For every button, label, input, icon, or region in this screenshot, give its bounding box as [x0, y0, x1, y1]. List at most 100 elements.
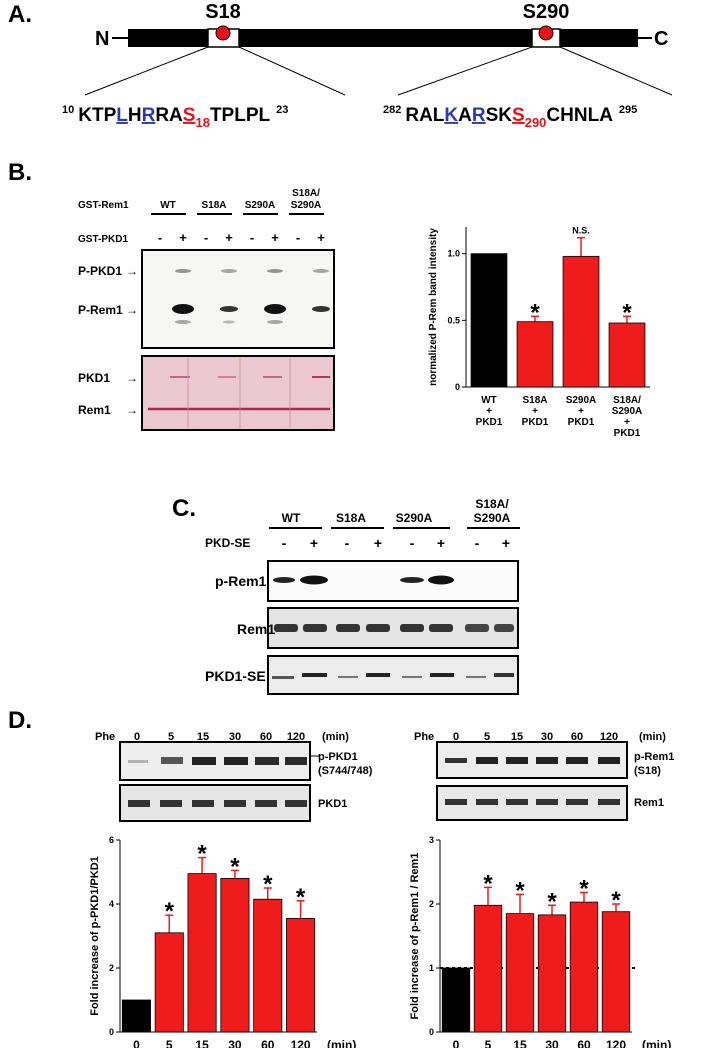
significance-marker: * [579, 875, 589, 902]
p-pkd1-label: P-PKD1 [78, 264, 122, 278]
p-rem1-fold-chart: 0 1 2 3 Fold increase of p-Rem1 / Rem1 0 * 5 * 15… [409, 835, 671, 1048]
group-label-s18a: S18A [201, 200, 226, 211]
zoom-line [238, 46, 346, 96]
x-axis-label: (min) [642, 1038, 671, 1048]
y-tick-label: 2 [109, 963, 114, 973]
pkd-se-label: PKD-SE [205, 536, 250, 550]
y-axis-label: Fold increase of p-Rem1 / Rem1 [409, 853, 421, 1020]
pkd1-label: PKD1 [318, 798, 347, 810]
arrow-icon: → [126, 403, 138, 417]
p-pkd1-bands [175, 269, 329, 273]
time-label: 120 [287, 731, 305, 743]
x-tick-label: 0 [133, 1038, 140, 1048]
panel-a-label: A. [8, 1, 32, 28]
sign-label: - [296, 230, 300, 245]
bar [121, 999, 151, 1033]
sign-label: + [179, 230, 187, 245]
p-rem-intensity-chart: 0 0.5 1.0 normalized P-Rem band intensity WT… [428, 226, 650, 439]
rem1-label: Rem1 [78, 403, 111, 417]
x-tick-label: PKD1 [614, 428, 641, 439]
time-label: 120 [600, 731, 618, 743]
y-axis-label: Fold increase of p-PKD1/PKD1 [89, 856, 101, 1016]
time-label: 30 [229, 731, 241, 743]
x-tick-label: 60 [577, 1038, 591, 1048]
ponceau-stain-blot [141, 355, 335, 431]
significance-marker: * [530, 299, 540, 326]
p-pkd1-fold-chart: 0 2 4 6 Fold increase of p-PKD1/PKD1 0 * 5 * 15 * 3… [89, 835, 356, 1048]
rem1-blot [436, 785, 628, 821]
significance-marker: * [515, 877, 525, 904]
rem1-label: Rem1 [237, 621, 275, 637]
p-rem1-label: P-Rem1 [78, 303, 123, 317]
p-pkd1-label: p-PKD1 [318, 751, 358, 763]
panel-b-label: B. [8, 159, 32, 186]
pkd1-sign-row: - + - + - + - + [158, 230, 325, 245]
bar [608, 322, 646, 388]
panel-c: C. WT S18A S290A S18A/ S290A PKD-SE - + - +… [172, 495, 520, 695]
bar [505, 913, 535, 1033]
x-tick-label: 15 [513, 1038, 527, 1048]
arrow-icon: → [126, 371, 138, 385]
bar [253, 898, 283, 1033]
significance-marker: * [611, 887, 621, 914]
bar [516, 321, 554, 388]
bar [154, 932, 184, 1033]
c-terminus-label: C [654, 28, 668, 50]
x-tick-label: 60 [261, 1038, 275, 1048]
pkd-se-sign-row: - + - + - + - + [282, 535, 510, 551]
x-tick-label: 120 [291, 1038, 311, 1048]
significance-marker: * [483, 870, 493, 897]
x-tick-label: 30 [228, 1038, 242, 1048]
y-tick-label: 0 [455, 382, 460, 392]
y-tick-label: 0 [109, 1027, 114, 1037]
significance-marker: * [622, 299, 632, 326]
sign-label: - [282, 535, 287, 551]
ponceau-bands [148, 358, 330, 428]
group-label-double-2: S290A [291, 200, 322, 211]
pkd1-bands [128, 800, 307, 807]
panel-c-label: C. [172, 495, 196, 522]
significance-marker: * [547, 888, 557, 915]
time-label: 5 [484, 731, 490, 743]
bar [441, 967, 471, 1033]
protein-domain-2 [239, 29, 532, 47]
significance-marker: * [165, 898, 175, 925]
x-tick-label: WT [481, 395, 497, 406]
zoom-line [559, 46, 673, 96]
group-label-double-2: S290A [474, 511, 511, 525]
bar [569, 901, 599, 1033]
group-label-double-1: S18A/ [475, 497, 509, 511]
phe-label: Phe [414, 731, 434, 743]
sign-label: + [271, 230, 279, 245]
x-tick-label: + [532, 406, 538, 417]
p-rem1-site-label: (S18) [634, 765, 661, 777]
bar [537, 914, 567, 1033]
sign-label: - [475, 535, 480, 551]
bar [187, 873, 217, 1033]
y-tick-label: 2 [429, 899, 434, 909]
sign-label: - [410, 535, 415, 551]
sign-label: - [250, 230, 254, 245]
p-pkd1-bands [128, 757, 307, 765]
y-tick-label: 0 [429, 1027, 434, 1037]
sign-label: - [158, 230, 162, 245]
time-labels: 0 5 15 30 60 120 (min) [134, 731, 349, 743]
y-axis-label: normalized P-Rem band intensity [428, 228, 439, 386]
pkd1-se-label: PKD1-SE [205, 668, 266, 684]
x-tick-label: S18A [522, 395, 547, 406]
panel-d-label: D. [8, 707, 32, 734]
n-terminus-label: N [95, 28, 109, 50]
x-tick-label: + [624, 417, 630, 428]
y-tick-label: 0.5 [447, 315, 460, 325]
time-label: 60 [260, 731, 272, 743]
x-tick-label: 30 [545, 1038, 559, 1048]
group-label-wt: WT [282, 511, 301, 525]
y-tick-label: 4 [109, 899, 114, 909]
significance-marker: * [230, 853, 240, 880]
bar [286, 918, 316, 1033]
panel-a: A. N C S18 S290 10 KTPLHRRAS18TPLPL 23 282… [8, 1, 673, 130]
sign-label: + [310, 535, 318, 551]
significance-label: N.S. [572, 226, 590, 236]
pkd1-blot [119, 784, 311, 822]
significance-marker: * [296, 884, 306, 911]
